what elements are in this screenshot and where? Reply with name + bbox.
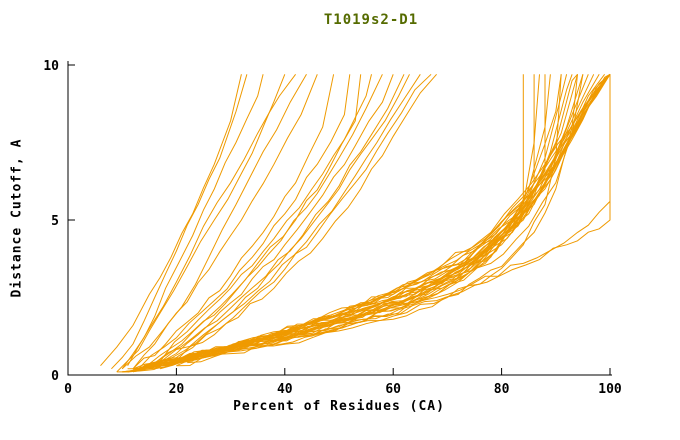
- model-curve: [132, 74, 307, 370]
- model-curve: [165, 73, 611, 367]
- x-tick-label: 80: [494, 382, 510, 397]
- model-curve: [176, 73, 611, 364]
- model-curve: [154, 74, 611, 370]
- model-curve: [122, 74, 578, 373]
- x-tick-label: 60: [385, 382, 401, 397]
- model-curve: [132, 74, 584, 373]
- model-curve: [111, 74, 248, 370]
- model-curve: [187, 74, 611, 364]
- model-curve: [165, 73, 611, 367]
- x-tick-label: 20: [169, 382, 185, 397]
- model-curve: [143, 74, 535, 370]
- model-curve: [143, 74, 405, 370]
- model-curve: [121, 74, 318, 370]
- model-curve: [154, 73, 437, 370]
- model-curve: [116, 74, 286, 373]
- model-curve: [121, 74, 264, 370]
- model-curve: [160, 73, 611, 367]
- model-curve: [165, 73, 432, 367]
- x-tick-label: 0: [64, 382, 72, 397]
- model-curve: [154, 74, 394, 367]
- model-curve: [127, 74, 297, 366]
- model-curve: [100, 74, 242, 367]
- model-curve: [159, 74, 410, 367]
- model-curve: [149, 73, 611, 370]
- y-tick-label: 0: [51, 369, 59, 384]
- model-curve: [181, 73, 611, 364]
- y-tick-label: 10: [43, 59, 59, 74]
- chart-title: T1019s2-D1: [323, 12, 419, 28]
- model-curve: [132, 74, 584, 370]
- model-curve: [138, 74, 595, 370]
- model-curve: [170, 74, 611, 367]
- model-curve: [132, 74, 335, 370]
- model-curve: [127, 74, 562, 370]
- y-tick-label: 5: [51, 214, 59, 229]
- model-curve: [148, 74, 372, 370]
- x-tick-label: 40: [277, 382, 293, 397]
- model-curve: [149, 74, 421, 370]
- model-curve: [143, 74, 362, 367]
- y-axis-label: Distance Cutoff, A: [9, 138, 25, 298]
- model-curve: [138, 74, 383, 370]
- model-curve: [138, 74, 351, 370]
- x-axis-label: Percent of Residues (CA): [233, 399, 445, 414]
- model-curve: [127, 74, 562, 373]
- x-tick-label: 100: [598, 382, 622, 397]
- model-curve: [159, 73, 611, 370]
- model-curve: [170, 73, 611, 367]
